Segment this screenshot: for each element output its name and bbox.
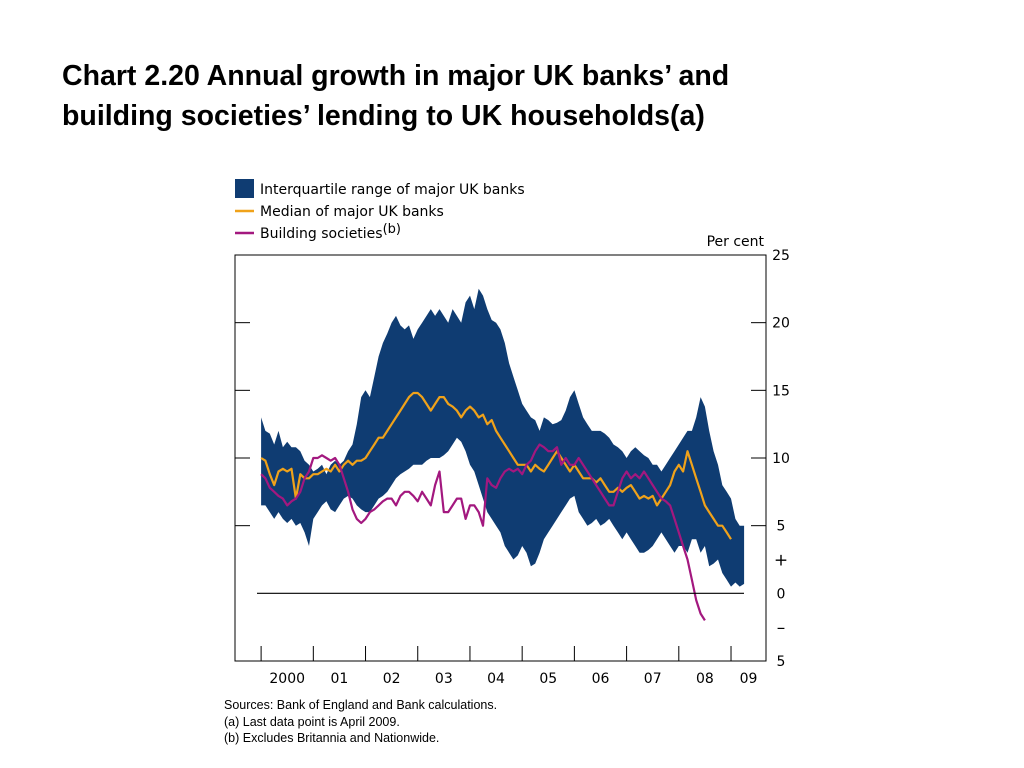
x-tick-label: 08 xyxy=(696,671,714,687)
x-tick-label: 05 xyxy=(539,671,557,687)
building-societies-line xyxy=(260,443,706,621)
x-tick-label: 04 xyxy=(487,671,505,687)
legend-swatch-band xyxy=(235,179,254,198)
footnote-sources: Sources: Bank of England and Bank calcul… xyxy=(224,698,498,712)
y-tick-label: 15 xyxy=(772,383,790,399)
x-tick-label: 03 xyxy=(435,671,453,687)
y-tick-label: 10 xyxy=(772,451,790,467)
x-tick-label: 02 xyxy=(383,671,401,687)
slide-title: Chart 2.20 Annual growth in major UK ban… xyxy=(62,56,962,136)
interquartile-band-layer xyxy=(261,288,745,587)
x-tick-label: 01 xyxy=(331,671,349,687)
legend-label: Median of major UK banks xyxy=(260,204,444,220)
footnote-b: (b) Excludes Britannia and Nationwide. xyxy=(224,731,440,745)
negative-sign-label: – xyxy=(777,618,786,638)
legend-label: Interquartile range of major UK banks xyxy=(260,182,525,198)
title-line-1: Chart 2.20 Annual growth in major UK ban… xyxy=(62,60,730,92)
legend-superscript: (b) xyxy=(383,222,401,237)
y-tick-label: 5 xyxy=(777,654,786,670)
median-line xyxy=(260,391,732,540)
series-lines-layer xyxy=(260,391,732,621)
chart: Interquartile range of major UK banks Med… xyxy=(234,179,790,687)
x-tick-label: 2000 xyxy=(269,671,305,687)
positive-sign-label: + xyxy=(774,551,788,571)
legend: Interquartile range of major UK banks Med… xyxy=(235,179,525,242)
x-tick-label: 09 xyxy=(740,671,758,687)
footnote-a: (a) Last data point is April 2009. xyxy=(224,714,400,729)
y-tick-label: 20 xyxy=(772,316,790,332)
interquartile-band xyxy=(261,288,745,587)
footnotes: Sources: Bank of England and Bank calcul… xyxy=(224,697,497,747)
y-tick-label: 25 xyxy=(772,248,790,264)
y-axis-unit-label: Per cent xyxy=(707,234,765,250)
x-tick-label: 06 xyxy=(592,671,610,687)
x-tick-label: 07 xyxy=(644,671,662,687)
legend-label: Building societies(b) xyxy=(260,222,401,242)
y-tick-label: 0 xyxy=(777,586,786,602)
title-line-2: building societies’ lending to UK househ… xyxy=(62,100,705,132)
y-tick-label: 5 xyxy=(777,519,786,535)
